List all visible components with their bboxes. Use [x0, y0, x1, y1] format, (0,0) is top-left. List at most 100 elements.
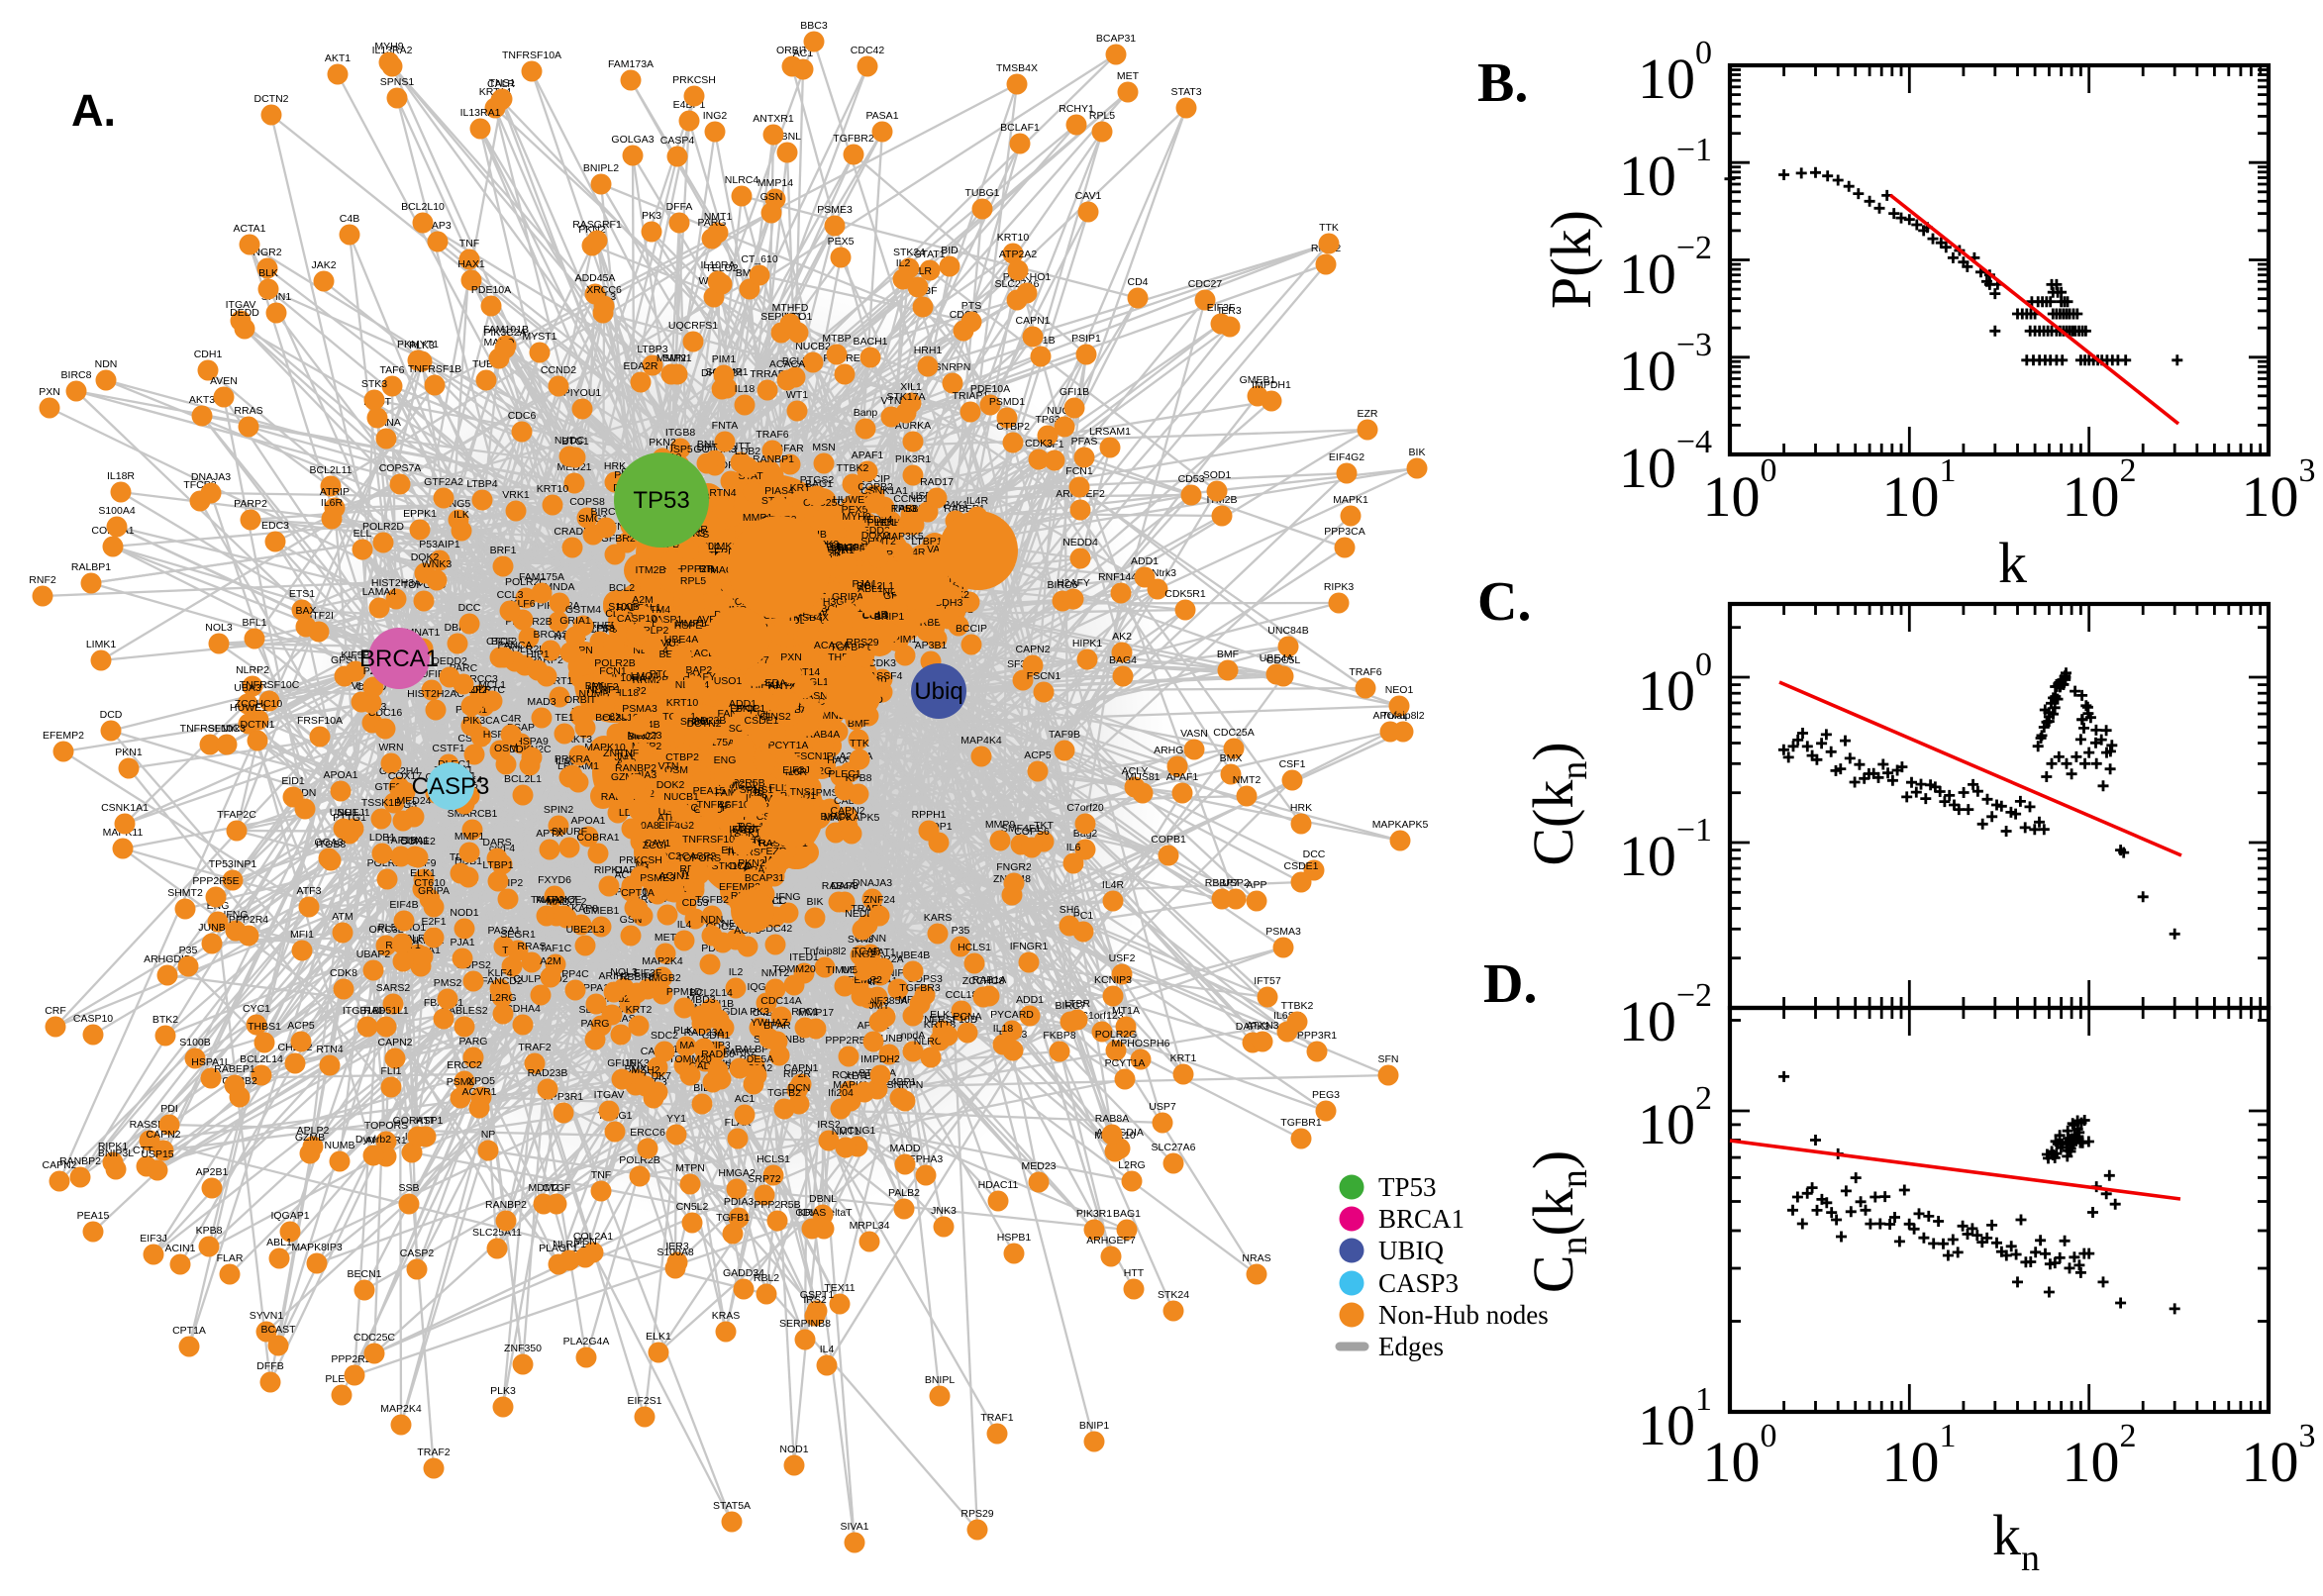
svg-text:UBE4A: UBE4A: [664, 634, 698, 646]
svg-text:RANBP2: RANBP2: [485, 1199, 527, 1211]
svg-text:IL13RA1: IL13RA1: [460, 107, 501, 119]
svg-text:ACACA: ACACA: [814, 640, 850, 651]
svg-text:SRP72: SRP72: [748, 1173, 780, 1185]
svg-text:ACTA1: ACTA1: [233, 223, 265, 235]
svg-text:ATP2A2: ATP2A2: [999, 249, 1037, 260]
svg-text:DAP3: DAP3: [831, 880, 858, 892]
svg-text:CRADD: CRADD: [554, 526, 591, 538]
svg-text:MMP2: MMP2: [656, 352, 686, 364]
svg-text:AP2B1: AP2B1: [196, 1166, 229, 1178]
svg-text:PPM1D: PPM1D: [666, 986, 703, 998]
svg-text:MED24: MED24: [396, 795, 431, 807]
svg-text:CD53: CD53: [682, 897, 709, 909]
svg-text:UBAP2: UBAP2: [678, 664, 713, 676]
svg-text:IER3: IER3: [1218, 305, 1242, 317]
svg-text:BIRC7: BIRC7: [591, 506, 622, 518]
svg-text:Edges: Edges: [1378, 1332, 1444, 1361]
svg-text:AKT1: AKT1: [325, 52, 351, 64]
svg-text:SPNS1: SPNS1: [380, 76, 415, 88]
svg-text:SPIN2: SPIN2: [544, 804, 574, 816]
svg-text:SLC27A6: SLC27A6: [1152, 1142, 1196, 1153]
svg-text:XPO5: XPO5: [467, 1075, 495, 1087]
svg-text:STK24: STK24: [1158, 1289, 1189, 1301]
svg-text:BNIP3L: BNIP3L: [98, 1147, 134, 1159]
svg-text:FLI1: FLI1: [768, 782, 789, 794]
svg-text:CSTF1: CSTF1: [432, 743, 464, 754]
svg-text:KCNIP3: KCNIP3: [1094, 974, 1132, 986]
svg-text:BCL2L10: BCL2L10: [595, 712, 639, 724]
svg-text:MED23: MED23: [1021, 1160, 1056, 1172]
svg-text:USP15: USP15: [141, 1148, 173, 1160]
svg-text:GRIPA: GRIPA: [418, 885, 450, 897]
svg-text:LIMK1: LIMK1: [708, 541, 739, 552]
svg-text:MSN: MSN: [812, 442, 835, 453]
svg-text:PMS2: PMS2: [434, 977, 462, 989]
svg-text:YY1: YY1: [666, 1113, 686, 1125]
svg-text:CT_610: CT_610: [741, 253, 778, 265]
svg-text:RIPK1: RIPK1: [594, 864, 625, 876]
svg-text:RAD23B: RAD23B: [528, 1067, 568, 1079]
svg-text:HIP1: HIP1: [526, 648, 550, 660]
svg-text:CRF: CRF: [45, 1005, 66, 1017]
svg-text:NUCB2: NUCB2: [795, 341, 831, 352]
svg-text:TOMM20: TOMM20: [772, 963, 816, 975]
svg-text:SPIN1: SPIN1: [680, 716, 711, 728]
svg-text:IMPDH1: IMPDH1: [1252, 379, 1291, 391]
svg-text:BNIPL2: BNIPL2: [583, 162, 619, 174]
svg-text:FAM175A: FAM175A: [519, 571, 564, 583]
svg-text:AKT3: AKT3: [189, 394, 215, 406]
svg-text:STK3: STK3: [361, 378, 387, 390]
svg-text:PPP2R5E: PPP2R5E: [192, 875, 239, 887]
svg-text:XRCC6: XRCC6: [586, 284, 622, 296]
svg-text:DOK2: DOK2: [411, 551, 440, 563]
svg-text:IL4R: IL4R: [966, 495, 989, 507]
svg-text:IER3: IER3: [665, 1241, 689, 1252]
svg-text:NEDD4: NEDD4: [1062, 537, 1098, 549]
svg-text:SARS2: SARS2: [376, 982, 411, 994]
svg-text:FNGR2: FNGR2: [996, 861, 1032, 873]
svg-text:RCHY1: RCHY1: [832, 1069, 867, 1081]
svg-text:BMF: BMF: [1217, 648, 1239, 660]
svg-text:UBE4A: UBE4A: [1260, 652, 1293, 664]
svg-text:CDHA4: CDHA4: [505, 1003, 541, 1015]
svg-text:BFAR: BFAR: [763, 1020, 791, 1032]
svg-text:CDK5R1: CDK5R1: [1164, 588, 1206, 600]
svg-text:TNF: TNF: [591, 1169, 611, 1181]
svg-text:CAPN2: CAPN2: [146, 1129, 180, 1141]
svg-text:POLR2B: POLR2B: [594, 657, 635, 669]
svg-text:SHMT2: SHMT2: [167, 887, 203, 899]
svg-text:PLEC1: PLEC1: [828, 768, 860, 780]
svg-text:NUCB1: NUCB1: [663, 791, 699, 803]
svg-text:GFI1B: GFI1B: [1060, 386, 1089, 398]
svg-text:PIAS4: PIAS4: [764, 485, 794, 497]
svg-text:BFL1: BFL1: [242, 617, 266, 629]
svg-text:Ifi204: Ifi204: [828, 1087, 854, 1099]
svg-text:MTBP: MTBP: [822, 333, 851, 345]
svg-text:ACP5: ACP5: [1024, 749, 1052, 761]
svg-text:CSDE1: CSDE1: [744, 715, 778, 727]
svg-text:COBRA1: COBRA1: [576, 832, 619, 844]
svg-text:FANCE: FANCE: [547, 894, 581, 906]
svg-text:RRAS: RRAS: [234, 405, 262, 417]
svg-text:PKN2: PKN2: [649, 437, 676, 449]
svg-text:PPP2R4: PPP2R4: [680, 563, 720, 575]
svg-text:IMPDH2: IMPDH2: [860, 1053, 900, 1065]
svg-text:TNS1: TNS1: [489, 77, 516, 89]
svg-text:DOK2: DOK2: [656, 779, 685, 791]
svg-text:RAB4A: RAB4A: [822, 880, 856, 892]
svg-text:MT1A: MT1A: [1112, 1005, 1140, 1017]
svg-text:FKBP8: FKBP8: [1043, 1030, 1075, 1042]
svg-text:IFNG: IFNG: [223, 909, 248, 921]
svg-text:UBIQ: UBIQ: [1378, 1236, 1444, 1265]
svg-text:HTT: HTT: [731, 441, 752, 452]
svg-text:HRH1: HRH1: [914, 345, 943, 356]
svg-text:CCNB1: CCNB1: [893, 493, 929, 505]
svg-text:TRAF2: TRAF2: [417, 1446, 450, 1458]
svg-text:TOMM20: TOMM20: [668, 1053, 712, 1065]
svg-text:GSN: GSN: [760, 191, 783, 203]
svg-text:ABL1: ABL1: [858, 583, 883, 595]
svg-text:PSMD1: PSMD1: [989, 396, 1025, 408]
svg-text:PTGS2: PTGS2: [800, 474, 835, 486]
svg-text:PIM1: PIM1: [712, 353, 737, 365]
svg-text:IL10RA: IL10RA: [700, 259, 735, 271]
